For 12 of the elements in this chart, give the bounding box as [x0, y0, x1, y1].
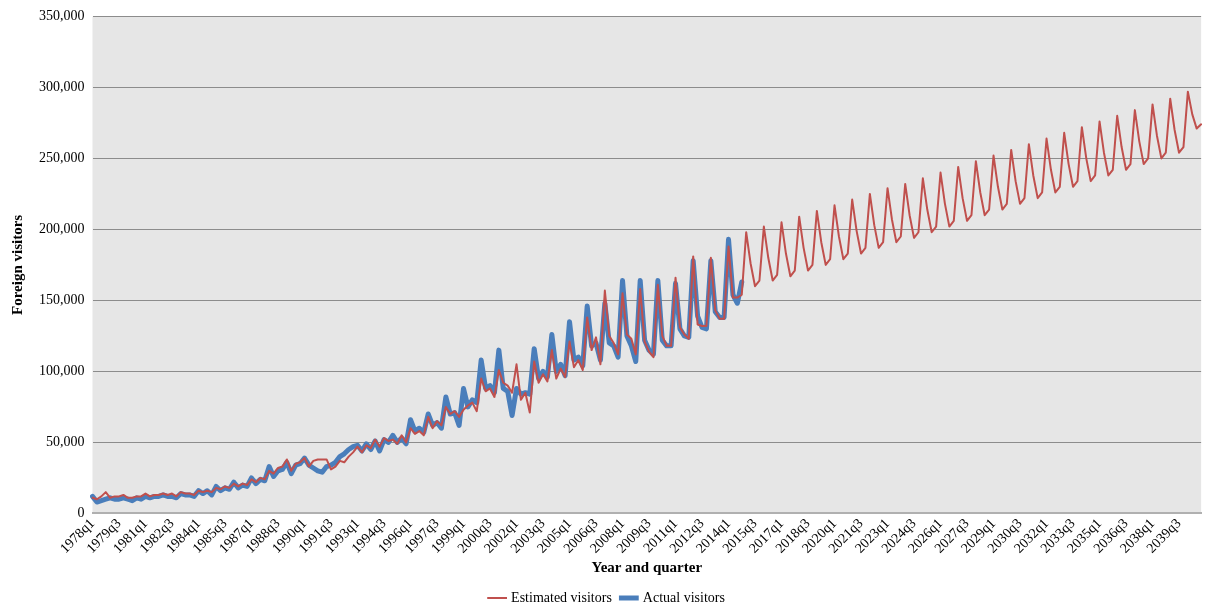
legend-label: Actual visitors [642, 589, 725, 605]
y-tick-label: 250,000 [39, 150, 85, 166]
y-tick-label: 300,000 [39, 79, 85, 95]
y-tick-label: 0 [77, 505, 85, 521]
legend-label: Estimated visitors [511, 589, 612, 605]
y-axis-title: Foreign visitors [8, 214, 25, 315]
y-tick-label: 350,000 [39, 8, 85, 24]
y-tick-label: 50,000 [46, 434, 85, 450]
y-tick-label: 150,000 [39, 292, 85, 308]
x-axis-title: Year and quarter [591, 558, 703, 575]
y-tick-label: 200,000 [39, 221, 85, 237]
y-tick-label: 100,000 [39, 363, 85, 379]
